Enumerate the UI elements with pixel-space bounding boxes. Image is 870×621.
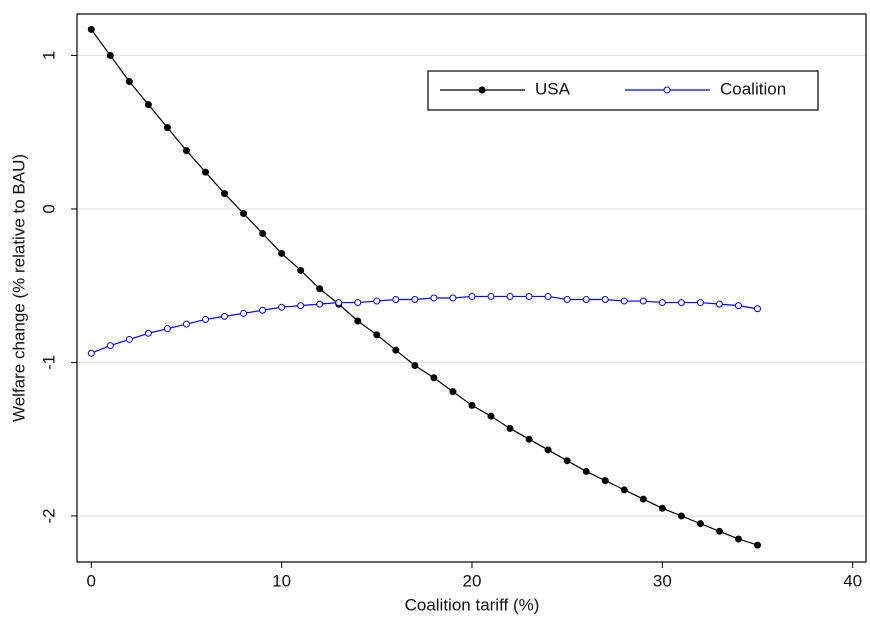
point: [639, 495, 647, 503]
point: [297, 302, 305, 310]
point: [144, 329, 152, 337]
x-tick-label: 0: [87, 571, 96, 590]
point: [163, 124, 171, 132]
point: [411, 296, 419, 304]
point: [392, 296, 400, 304]
legend: USA Coalition: [427, 70, 819, 111]
point: [696, 520, 704, 528]
point: [392, 346, 400, 354]
point: [487, 412, 495, 420]
point: [278, 303, 286, 311]
point: [506, 424, 514, 432]
point: [87, 25, 95, 33]
point: [601, 477, 609, 485]
point: [240, 210, 248, 218]
point: [316, 300, 324, 308]
x-axis-label: Coalition tariff (%): [405, 595, 540, 614]
point: [620, 297, 628, 305]
point: [259, 230, 267, 238]
series-line: [90, 28, 758, 546]
point: [696, 299, 704, 307]
point: [182, 320, 190, 328]
point: [278, 249, 286, 257]
point: [487, 292, 495, 300]
point: [620, 486, 628, 494]
point: [658, 299, 666, 307]
point: [754, 541, 762, 549]
point: [734, 535, 742, 543]
point: [582, 467, 590, 475]
point: [201, 315, 209, 323]
x-tick-label: 30: [653, 571, 672, 590]
point: [163, 325, 171, 333]
point: [125, 78, 133, 86]
point: [525, 435, 533, 443]
point: [506, 292, 514, 300]
point: [106, 51, 114, 59]
point: [525, 292, 533, 300]
point: [240, 309, 248, 317]
point: [449, 294, 457, 302]
legend-marker: [663, 86, 671, 94]
y-axis-label: Welfare change (% relative to BAU): [9, 154, 28, 422]
point: [754, 305, 762, 313]
point: [201, 168, 209, 176]
point: [601, 296, 609, 304]
point: [468, 292, 476, 300]
point: [639, 297, 647, 305]
point: [544, 292, 552, 300]
point: [259, 306, 267, 314]
point: [677, 299, 685, 307]
point: [335, 299, 343, 307]
y-tick-label: 1: [39, 51, 58, 60]
point: [125, 335, 133, 343]
point: [658, 504, 666, 512]
x-tick-label: 20: [463, 571, 482, 590]
point: [221, 190, 229, 198]
point: [106, 342, 114, 350]
point: [373, 297, 381, 305]
point: [430, 294, 438, 302]
legend-label: USA: [535, 79, 571, 98]
y-tick-label: -1: [39, 355, 58, 370]
point: [544, 446, 552, 454]
point: [316, 285, 324, 293]
legend-marker: [478, 86, 486, 94]
y-tick-label: 0: [39, 204, 58, 213]
point: [297, 266, 305, 274]
x-tick-label: 10: [272, 571, 291, 590]
point: [354, 317, 362, 325]
point: [182, 147, 190, 155]
point: [373, 331, 381, 339]
point: [715, 300, 723, 308]
legend-label: Coalition: [720, 79, 786, 98]
point: [677, 512, 685, 520]
y-tick-label: -2: [39, 508, 58, 523]
point: [430, 374, 438, 382]
point: [563, 457, 571, 465]
point: [734, 302, 742, 310]
point: [582, 296, 590, 304]
point: [144, 101, 152, 109]
point: [221, 312, 229, 320]
series-line: [91, 295, 758, 354]
point: [449, 388, 457, 396]
point: [87, 349, 95, 357]
point: [563, 296, 571, 304]
point: [411, 362, 419, 370]
point: [468, 401, 476, 409]
point: [715, 527, 723, 535]
x-tick-label: 40: [843, 571, 862, 590]
point: [354, 299, 362, 307]
